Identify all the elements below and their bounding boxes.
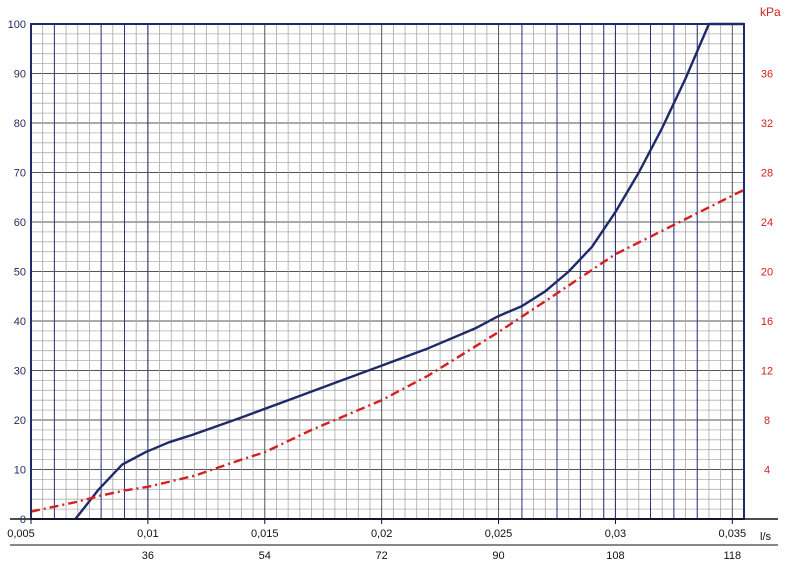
y-right-tick-label: 8 <box>764 415 770 427</box>
x-secondary-tick-label: 54 <box>259 550 271 562</box>
y-right-tick-label: 36 <box>761 69 773 81</box>
series-line-right <box>30 188 745 513</box>
y-right-tick-label: 16 <box>761 316 773 328</box>
y-right-tick-label: 32 <box>761 118 773 130</box>
y-left-tick-label: 30 <box>14 366 26 378</box>
y-left-tick-label: 60 <box>14 217 26 229</box>
x-tick-label: 0,005 <box>7 528 35 540</box>
grid <box>31 24 744 519</box>
x-tick-label: 0,025 <box>485 528 513 540</box>
y-left-tick-label: 20 <box>14 415 26 427</box>
x-tick-label: 0,03 <box>605 528 626 540</box>
y-right-axis-unit: kPa <box>760 5 781 19</box>
x-tick-label: 0,01 <box>137 528 158 540</box>
x-secondary-tick-label: 72 <box>376 550 388 562</box>
y-left-tick-label: 10 <box>14 465 26 477</box>
y-right-tick-label: 24 <box>761 217 773 229</box>
y-right-tick-label: 12 <box>761 366 773 378</box>
x-secondary-tick-label: 108 <box>606 550 624 562</box>
y-left-tick-label: 50 <box>14 267 26 279</box>
series-layer <box>30 22 745 520</box>
x-secondary-tick-label: 118 <box>724 550 742 562</box>
y-left-tick-label: 70 <box>14 168 26 180</box>
y-left-tick-label: 40 <box>14 316 26 328</box>
y-right-tick-label: 4 <box>764 465 770 477</box>
tick-labels: 0 10 20 30 40 50 60 70 80 90 100 4 8 12 16 20 24 28 32 36 0,… <box>7 19 773 562</box>
x-tick-label: 0,02 <box>371 528 392 540</box>
y-left-tick-label: 90 <box>14 69 26 81</box>
y-left-tick-label: 100 <box>8 19 26 31</box>
x-axis-unit: l/s <box>760 531 772 543</box>
x-tick-label: 0,015 <box>251 528 279 540</box>
y-right-tick-label: 20 <box>761 267 773 279</box>
x-secondary-tick-label: 36 <box>142 550 154 562</box>
series-line-left <box>74 22 744 520</box>
y-left-tick-label: 0 <box>20 514 26 526</box>
axes <box>10 23 778 546</box>
x-secondary-tick-label: 90 <box>492 550 504 562</box>
x-tick-label: 0,035 <box>719 528 747 540</box>
y-right-tick-label: 28 <box>761 168 773 180</box>
y-left-tick-label: 80 <box>14 118 26 130</box>
